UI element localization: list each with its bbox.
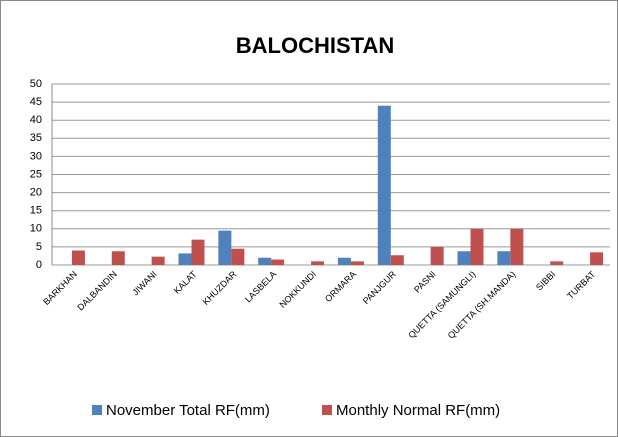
y-tick-label: 25: [30, 168, 42, 180]
bar: [350, 261, 364, 265]
chart-title: BALOCHISTAN: [236, 33, 394, 58]
bar: [590, 252, 604, 265]
bar: [151, 256, 165, 265]
y-tick-label: 0: [36, 259, 42, 271]
bar: [258, 257, 272, 265]
bar: [390, 255, 404, 265]
bar: [71, 250, 85, 265]
y-tick-label: 15: [30, 205, 42, 217]
y-tick-label: 10: [30, 223, 42, 235]
bar: [191, 239, 205, 265]
y-tick-label: 30: [30, 150, 42, 162]
bar: [337, 257, 351, 265]
y-tick-label: 40: [30, 114, 42, 126]
bar: [311, 261, 325, 265]
bar: [377, 105, 391, 265]
bar: [178, 253, 192, 265]
bar: [457, 251, 471, 265]
bar: [470, 228, 484, 265]
bar: [218, 230, 232, 265]
bar: [111, 251, 125, 265]
legend-swatch: [92, 405, 102, 415]
bar: [231, 248, 245, 265]
y-tick-label: 50: [30, 78, 42, 90]
bar: [550, 261, 564, 265]
legend-label: Monthly Normal RF(mm): [336, 402, 500, 419]
legend-label: November Total RF(mm): [106, 402, 270, 419]
y-tick-label: 35: [30, 132, 42, 144]
bar: [430, 246, 444, 265]
y-tick-label: 5: [36, 241, 42, 253]
y-tick-label: 45: [30, 96, 42, 108]
bar: [510, 228, 524, 265]
bar: [271, 259, 285, 265]
bar: [497, 251, 511, 265]
legend-swatch: [322, 405, 332, 415]
y-tick-label: 20: [30, 187, 42, 199]
